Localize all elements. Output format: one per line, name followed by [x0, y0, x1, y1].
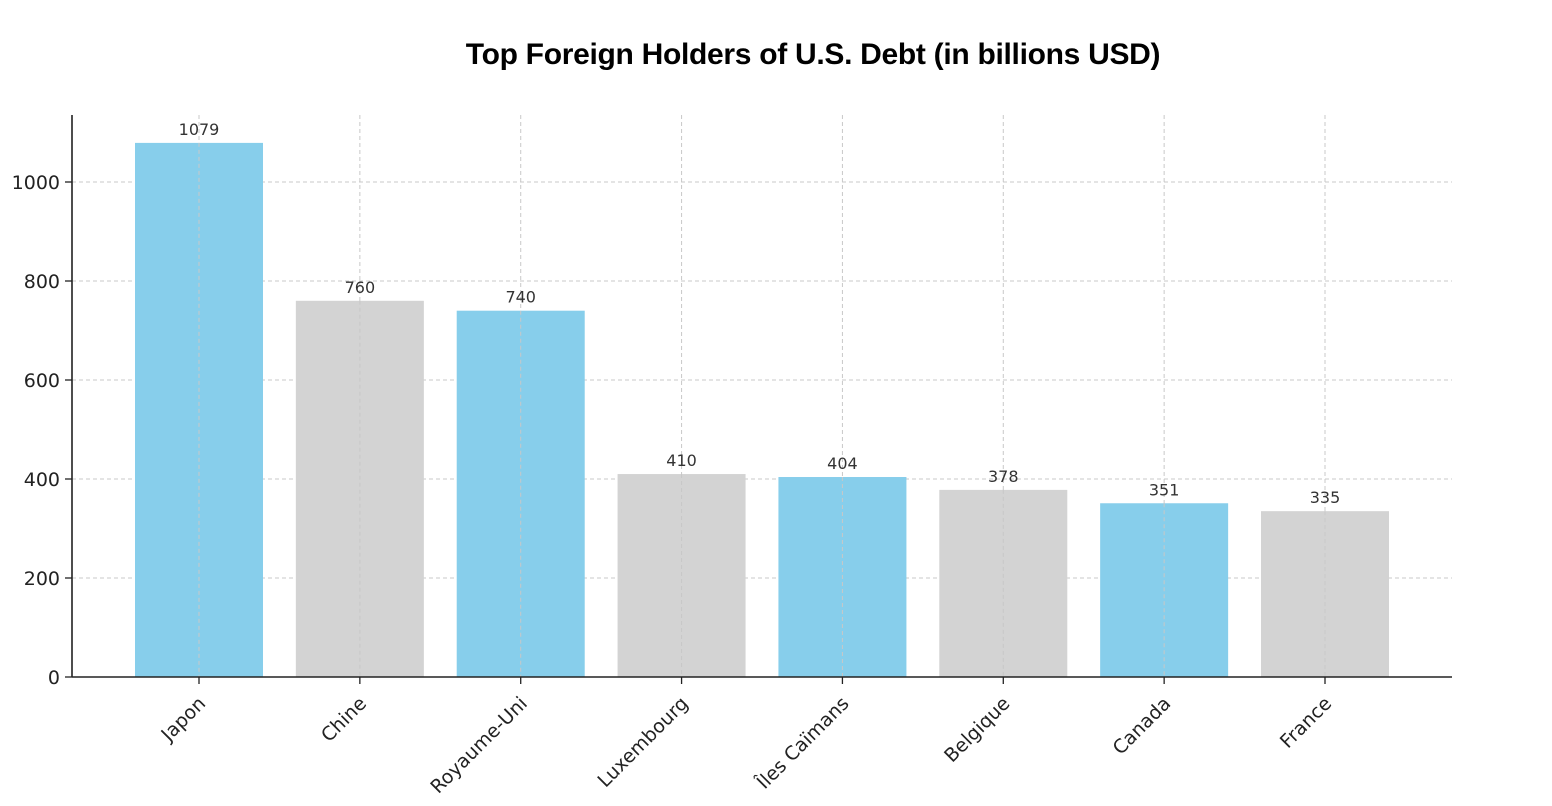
data-label: 760 — [345, 278, 376, 297]
x-tick-label: Chine — [317, 693, 371, 747]
bars-layer — [135, 142, 1389, 677]
x-tick-label: France — [1276, 693, 1336, 753]
data-label: 740 — [505, 288, 536, 307]
data-label: 1079 — [179, 120, 220, 139]
x-tick-label: Canada — [1109, 693, 1176, 760]
y-tick-label: 400 — [24, 469, 60, 491]
data-label: 335 — [1310, 488, 1341, 507]
x-tick-label: Îles Caïmans — [751, 692, 853, 794]
y-tick-label: 0 — [48, 667, 60, 689]
data-label: 378 — [988, 467, 1019, 486]
data-label: 404 — [827, 454, 858, 473]
y-tick-label: 800 — [24, 271, 60, 293]
axes-layer — [65, 115, 1452, 684]
y-tick-label: 600 — [24, 370, 60, 392]
data-label: 410 — [666, 451, 697, 470]
chart-title: Top Foreign Holders of U.S. Debt (in bil… — [465, 38, 1161, 71]
x-tick-label: Luxembourg — [593, 693, 692, 792]
bar-chine — [295, 300, 424, 677]
y-tick-label: 200 — [24, 568, 60, 590]
x-tick-label: Japon — [156, 693, 210, 747]
data-label: 351 — [1149, 480, 1180, 499]
bar-france — [1261, 511, 1389, 677]
x-tick-label: Belgique — [940, 693, 1014, 767]
y-tick-label: 1000 — [12, 172, 60, 194]
x-tick-label: Royaume-Uni — [426, 693, 531, 798]
grid-layer — [72, 115, 1452, 677]
